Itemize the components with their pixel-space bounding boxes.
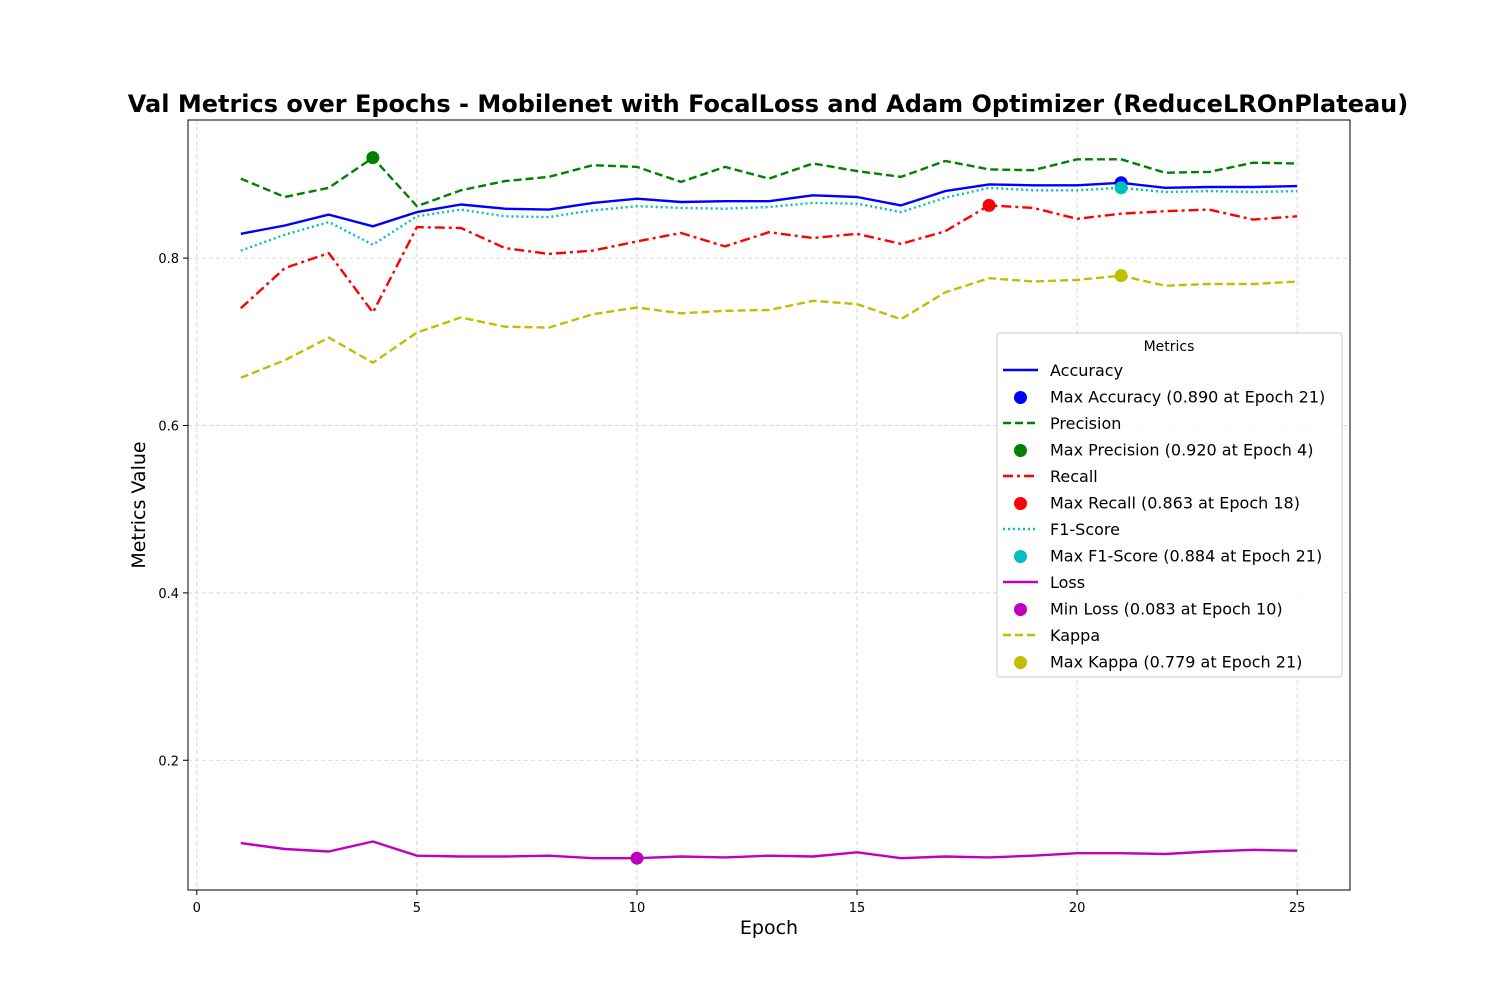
- x-tick-label: 25: [1289, 901, 1306, 916]
- marker-max-kappa: [1114, 269, 1128, 283]
- plot-frame: [187, 119, 1351, 891]
- x-tick-label: 15: [849, 901, 866, 916]
- series-line-accuracy: [240, 181, 1298, 235]
- series-line-precision: [240, 156, 1298, 208]
- x-ticks: 0 5 10 15 20 25: [193, 890, 1306, 916]
- legend-label: Accuracy: [1050, 361, 1123, 380]
- series-line-recall: [239, 204, 1298, 314]
- legend-label: Max F1-Score (0.884 at Epoch 21): [1050, 547, 1322, 566]
- x-tick-label: 20: [1069, 901, 1086, 916]
- legend-marker-max-accuracy: [1014, 391, 1027, 404]
- y-tick-label: 0.6: [158, 419, 179, 434]
- marker-min-loss: [630, 851, 644, 865]
- x-axis-label: Epoch: [740, 917, 798, 939]
- legend-label: Recall: [1050, 467, 1098, 486]
- legend-label: F1-Score: [1050, 520, 1120, 539]
- legend-label: Precision: [1050, 414, 1121, 433]
- legend-label: Kappa: [1050, 626, 1100, 645]
- legend-marker-max-f1-score: [1014, 550, 1027, 563]
- x-tick-label: 0: [193, 901, 201, 916]
- legend-marker-max-recall: [1014, 497, 1027, 510]
- legend-label: Max Precision (0.920 at Epoch 4): [1050, 441, 1313, 460]
- x-tick-label: 5: [413, 901, 421, 916]
- legend-label: Max Accuracy (0.890 at Epoch 21): [1050, 388, 1325, 407]
- legend-title: Metrics: [1144, 339, 1195, 355]
- marker-max-recall: [982, 198, 996, 212]
- legend: Metrics Accuracy Max Accuracy (0.890 at E…: [996, 332, 1343, 678]
- marker-max-precision: [366, 151, 380, 165]
- legend-box: [996, 332, 1343, 678]
- y-ticks: 0.2 0.4 0.6 0.8: [158, 252, 188, 769]
- y-tick-label: 0.2: [158, 754, 179, 769]
- legend-label: Min Loss (0.083 at Epoch 10): [1050, 600, 1283, 619]
- y-tick-label: 0.8: [158, 252, 179, 267]
- legend-marker-max-kappa: [1014, 656, 1027, 669]
- y-tick-label: 0.4: [158, 587, 179, 602]
- legend-marker-max-precision: [1014, 444, 1027, 457]
- x-tick-label: 10: [629, 901, 646, 916]
- legend-label: Max Kappa (0.779 at Epoch 21): [1050, 653, 1302, 672]
- legend-label: Max Recall (0.863 at Epoch 18): [1050, 494, 1300, 513]
- marker-max-f1-score: [1114, 181, 1128, 195]
- series-line-loss: [240, 840, 1298, 860]
- legend-marker-min-loss: [1014, 603, 1027, 616]
- extrema-markers: [366, 151, 1128, 865]
- legend-label: Loss: [1050, 573, 1085, 592]
- y-axis-label: Metrics Value: [128, 441, 150, 568]
- series-line-f1-score: [240, 186, 1298, 252]
- chart-title: Val Metrics over Epochs - Mobilenet with…: [128, 90, 1408, 118]
- legend-items: Accuracy Max Accuracy (0.890 at Epoch 21)…: [1003, 361, 1325, 672]
